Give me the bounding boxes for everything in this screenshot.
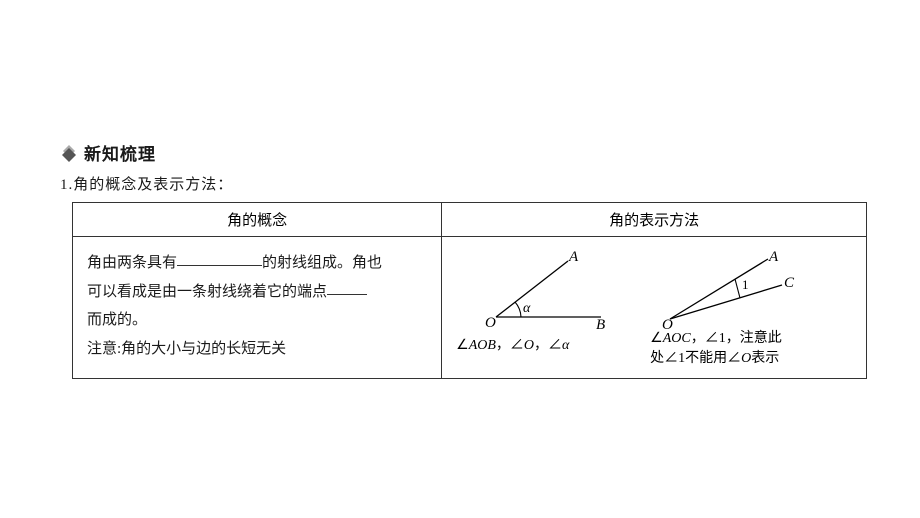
concept-cell: 角由两条具有 的射线组成。角也 可以看成是由一条射线绕着它的端点 而成的。 注意:… bbox=[73, 237, 442, 379]
label-1: 1 bbox=[742, 277, 749, 292]
label-B: B bbox=[596, 317, 605, 329]
concept-line1-after: 的射线组成。角也 bbox=[262, 255, 382, 271]
label-alpha: α bbox=[523, 301, 531, 316]
label-A: A bbox=[568, 249, 579, 265]
section-title: 新知梳理 bbox=[84, 140, 156, 165]
concept-line3: 而成的。 bbox=[87, 312, 147, 328]
label-A2: A bbox=[768, 249, 779, 265]
angle-diagram-1: A O B α ∠AOB，∠O，∠α bbox=[456, 249, 626, 356]
label-O: O bbox=[485, 315, 496, 329]
concept-line2-before: 可以看成是由一条射线绕着它的端点 bbox=[87, 284, 327, 300]
fill-blank-1 bbox=[177, 250, 262, 267]
item-title-text: 角的概念及表示方法： bbox=[73, 177, 233, 193]
fill-blank-2 bbox=[327, 278, 367, 295]
concept-table: 角的概念 角的表示方法 角由两条具有 的射线组成。角也 可以看成是由一条射线绕着它… bbox=[72, 202, 867, 379]
diagram1-caption: ∠AOB，∠O，∠α bbox=[456, 335, 569, 356]
item-title: 1.角的概念及表示方法： bbox=[60, 173, 880, 194]
table-header-left: 角的概念 bbox=[73, 203, 442, 237]
angle-figure-1: A O B α bbox=[456, 249, 626, 329]
concept-line1-before: 角由两条具有 bbox=[87, 255, 177, 271]
angle-figure-2: A C O 1 bbox=[650, 249, 810, 329]
table-header-right: 角的表示方法 bbox=[442, 203, 867, 237]
concept-note: 注意:角的大小与边的长短无关 bbox=[87, 341, 286, 357]
representation-cell: A O B α ∠AOB，∠O，∠α bbox=[442, 237, 867, 379]
diamond-stack-icon bbox=[60, 144, 78, 162]
diagram2-caption-line1: ∠AOC，∠1，注意此 bbox=[650, 329, 782, 349]
diagram2-caption-line2: 处∠1不能用∠O表示 bbox=[650, 349, 779, 369]
item-number: 1. bbox=[60, 177, 73, 193]
section-header: 新知梳理 bbox=[60, 140, 880, 165]
label-C: C bbox=[784, 275, 795, 291]
label-O2: O bbox=[662, 317, 673, 329]
angle-diagram-2: A C O 1 ∠AOC，∠1，注意此 处∠1不能用∠O表示 bbox=[650, 249, 810, 368]
